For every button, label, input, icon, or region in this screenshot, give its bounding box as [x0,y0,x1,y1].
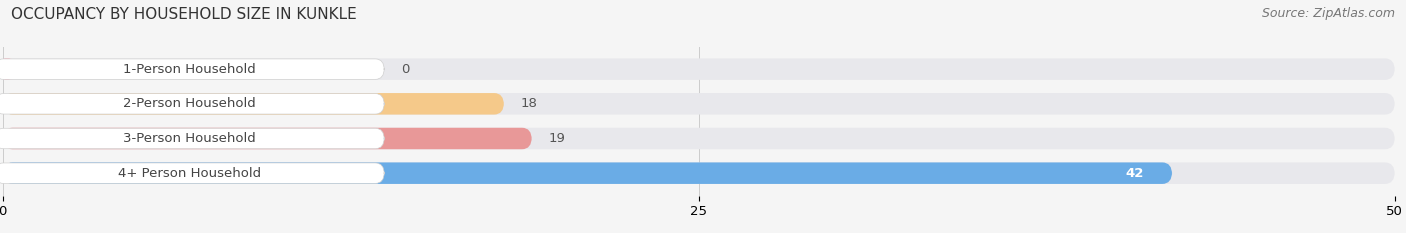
FancyBboxPatch shape [3,162,1173,184]
FancyBboxPatch shape [3,93,1395,115]
Text: 42: 42 [1126,167,1144,180]
FancyBboxPatch shape [0,163,384,183]
Text: 2-Person Household: 2-Person Household [122,97,256,110]
Text: 19: 19 [548,132,565,145]
FancyBboxPatch shape [0,94,384,114]
Text: Source: ZipAtlas.com: Source: ZipAtlas.com [1261,7,1395,20]
FancyBboxPatch shape [3,93,503,115]
Text: 4+ Person Household: 4+ Person Household [118,167,262,180]
FancyBboxPatch shape [3,58,1395,80]
FancyBboxPatch shape [3,128,1395,149]
FancyBboxPatch shape [3,162,1395,184]
FancyBboxPatch shape [0,59,384,79]
Text: 3-Person Household: 3-Person Household [122,132,256,145]
FancyBboxPatch shape [1,58,13,80]
FancyBboxPatch shape [0,128,384,149]
Text: OCCUPANCY BY HOUSEHOLD SIZE IN KUNKLE: OCCUPANCY BY HOUSEHOLD SIZE IN KUNKLE [11,7,357,22]
Text: 18: 18 [520,97,537,110]
FancyBboxPatch shape [3,128,531,149]
Text: 0: 0 [401,63,409,76]
Text: 1-Person Household: 1-Person Household [122,63,256,76]
